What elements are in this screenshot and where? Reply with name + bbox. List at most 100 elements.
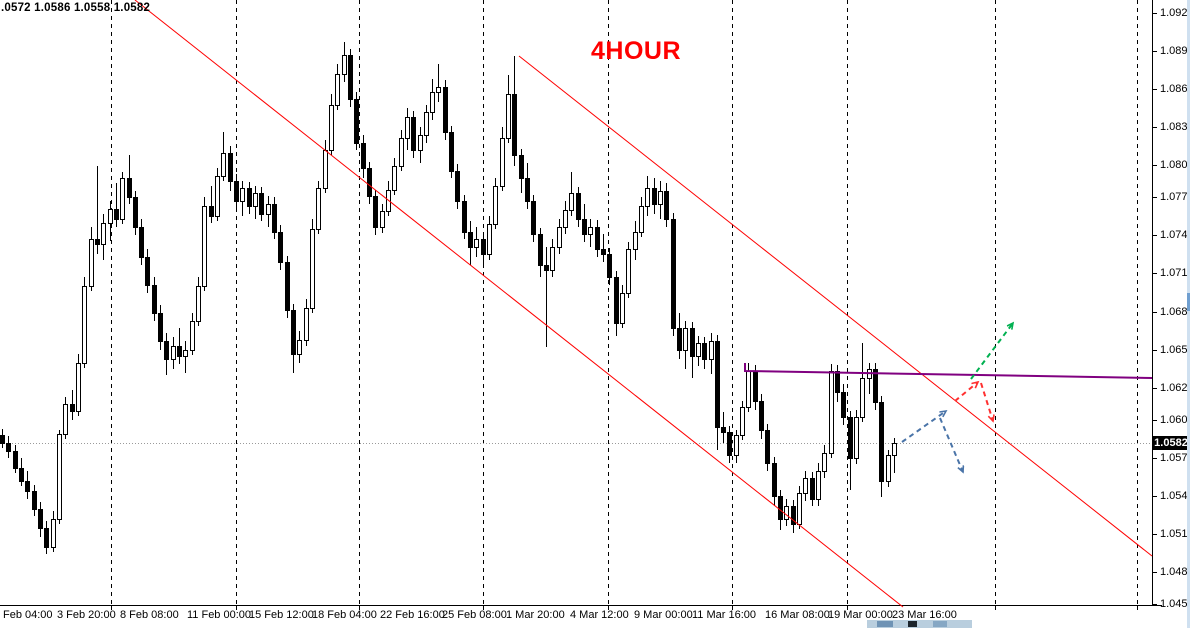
taskbar-fragment[interactable]	[867, 620, 972, 628]
candle-bear	[727, 426, 732, 463]
candle-body	[297, 340, 302, 355]
candle-bear	[133, 191, 138, 235]
channel-line-upper[interactable]	[134, 0, 904, 608]
candle-bull	[892, 438, 897, 473]
candle-bull	[171, 337, 176, 369]
candle-body	[6, 443, 11, 452]
time-axis-label: 11 Feb 00:00	[187, 609, 252, 621]
candle-bear	[721, 412, 726, 443]
time-axis-label: 19 Mar 00:00	[828, 609, 893, 621]
reject-down-arrow[interactable]	[980, 382, 993, 421]
channel-line-lower[interactable]	[518, 55, 1153, 557]
candle-body	[873, 369, 878, 403]
candle-body	[139, 227, 144, 258]
price-axis-label: 1.0860	[1160, 83, 1190, 95]
candle-bull	[867, 363, 872, 394]
candle-bull	[392, 158, 397, 195]
candle-bear	[772, 457, 777, 506]
candle-body	[784, 506, 789, 520]
breakdown-arrow[interactable]	[939, 417, 963, 472]
candle-body	[709, 341, 714, 360]
candle-bear	[791, 500, 796, 533]
candle-body	[228, 153, 233, 182]
candle-bull	[784, 499, 789, 526]
timeframe-annotation-label[interactable]: 4HOUR	[591, 37, 682, 65]
candle-bear	[481, 232, 486, 267]
resistance-trendline[interactable]	[744, 363, 1153, 379]
candle-body	[25, 481, 30, 492]
candle-body	[614, 277, 619, 324]
candle-bear	[576, 187, 581, 227]
candle-body	[291, 310, 296, 355]
candle-body	[620, 293, 625, 324]
candle-bull	[797, 486, 802, 529]
current-price-tag: 1.0582	[1152, 436, 1190, 450]
candle-body	[247, 188, 252, 207]
taskbar-button[interactable]	[877, 621, 893, 627]
candle-body	[13, 451, 18, 469]
breakout-up-arrow[interactable]	[970, 323, 1013, 380]
price-axis-label: 1.0745	[1160, 229, 1190, 241]
candle-bear	[278, 225, 283, 270]
time-axis-label: 1 Mar 20:00	[506, 609, 565, 621]
candle-body	[778, 496, 783, 520]
candle-body	[493, 186, 498, 225]
candle-body	[449, 132, 454, 172]
candle-bull	[740, 401, 745, 440]
candle-bull	[709, 333, 714, 374]
candle-bear	[373, 190, 378, 235]
candle-bear	[234, 174, 239, 209]
candle-bear	[13, 445, 18, 473]
candle-bull	[550, 239, 555, 277]
candle-body	[411, 117, 416, 151]
candle-bull	[493, 178, 498, 229]
candle-bull	[380, 204, 385, 233]
time-axis-label: 16 Mar 08:00	[765, 609, 830, 621]
candle-body	[740, 407, 745, 436]
taskbar-button[interactable]	[908, 621, 917, 627]
candle-body	[519, 155, 524, 179]
window-edge-strip	[1187, 0, 1190, 628]
candle-body	[405, 117, 410, 139]
candle-body	[253, 193, 258, 207]
candle-body	[683, 328, 688, 351]
taskbar-button[interactable]	[933, 621, 947, 627]
retest-up-arrow[interactable]	[954, 382, 978, 402]
candle-body	[342, 55, 347, 75]
candle-body	[190, 321, 195, 351]
candle-bear	[158, 305, 163, 350]
candle-body	[108, 209, 113, 224]
candle-body	[348, 55, 353, 100]
candle-bear	[601, 234, 606, 262]
time-axis-label: 22 Feb 16:00	[380, 609, 445, 621]
candle-body	[202, 206, 207, 287]
candle-body	[664, 191, 669, 220]
candle-body	[51, 519, 56, 548]
candle-body	[671, 219, 676, 329]
candle-body	[886, 455, 891, 482]
candle-body	[234, 181, 239, 202]
candle-body	[145, 257, 150, 286]
candle-body	[95, 239, 100, 245]
candle-bull	[418, 127, 423, 163]
candle-bear	[443, 80, 448, 140]
candle-body	[76, 363, 81, 412]
candle-bear	[879, 396, 884, 497]
pullback-up-arrow[interactable]	[901, 411, 946, 443]
price-axis-label: 1.0685	[1160, 306, 1190, 318]
candle-bear	[702, 337, 707, 369]
candle-bear	[512, 56, 517, 166]
candle-body	[690, 328, 695, 357]
candle-body	[765, 430, 770, 464]
candle-body	[696, 343, 701, 357]
price-axis-label: 1.0830	[1160, 121, 1190, 133]
candle-bull	[196, 277, 201, 326]
time-axis-label: 18 Feb 04:00	[312, 609, 377, 621]
time-axis-label: 15 Feb 12:00	[249, 609, 314, 621]
candle-body	[373, 196, 378, 228]
candle-bear	[449, 126, 454, 178]
candle-bull	[51, 511, 56, 552]
candle-bull	[190, 313, 195, 355]
candle-body	[361, 143, 366, 169]
